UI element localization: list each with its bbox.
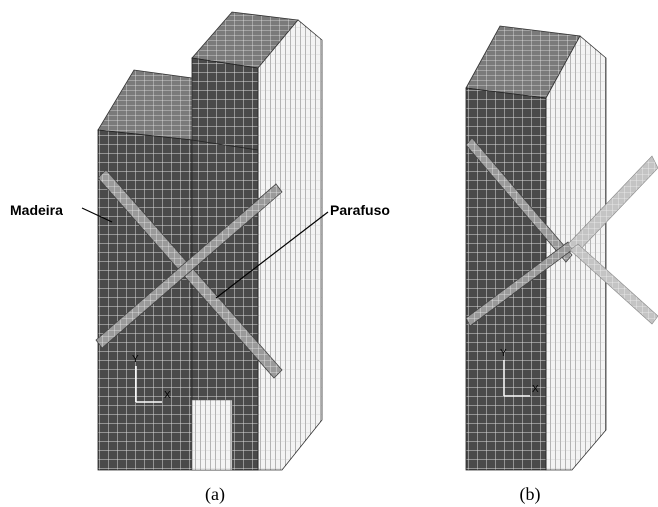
caption-b: (b) (520, 484, 541, 505)
axis-x-label-b: X (532, 384, 539, 395)
screw-a2 (95, 183, 283, 349)
axis-y-label-a: Y (132, 354, 139, 365)
caption-a: (a) (205, 484, 225, 505)
panel-b-model: Y X (465, 25, 658, 471)
panel-a-model: Y X (95, 11, 323, 471)
axis-triad-a: Y X (132, 354, 171, 403)
axis-triad-b: Y X (500, 348, 539, 397)
screw-b1 (465, 137, 573, 263)
leader-parafuso (215, 211, 329, 299)
lower-side-strip (191, 399, 233, 471)
label-madeira: Madeira (10, 202, 63, 218)
b-block-front (465, 87, 547, 471)
axis-x-label-a: X (164, 390, 171, 401)
screw-a1 (97, 169, 283, 379)
front-block-top (97, 69, 193, 141)
screw-b-exit-down (569, 243, 658, 325)
rear-block-side (257, 19, 323, 471)
axis-y-label-b: Y (500, 348, 507, 359)
label-parafuso: Parafuso (330, 202, 390, 218)
leader-madeira (81, 207, 113, 223)
